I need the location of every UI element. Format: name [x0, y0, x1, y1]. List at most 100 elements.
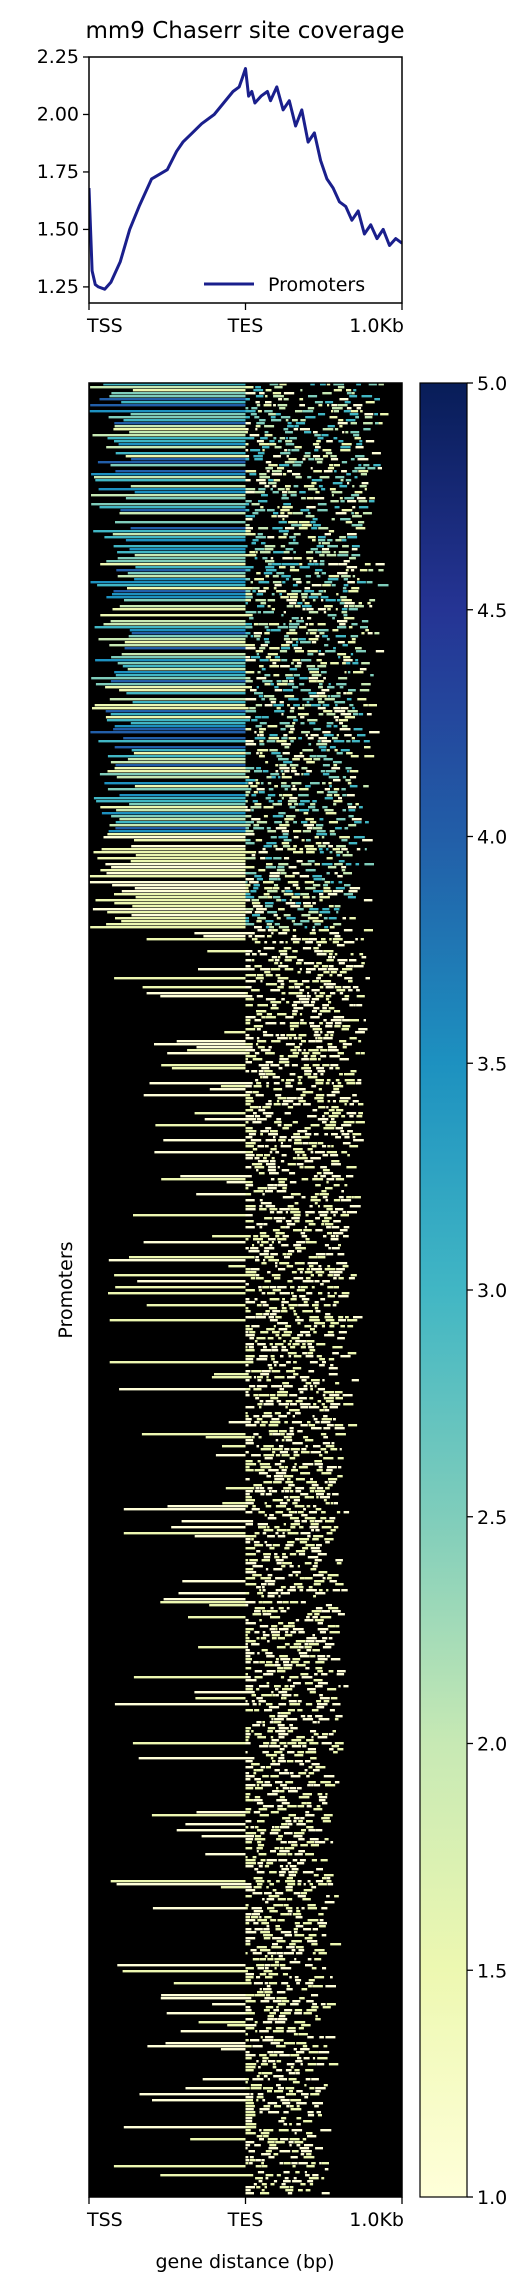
heatmap-cell: [349, 785, 358, 788]
heatmap-cell: [340, 1355, 351, 1358]
heatmap-cell: [245, 632, 251, 635]
heatmap-cell: [314, 1784, 321, 1787]
heatmap-cell: [276, 1601, 283, 1604]
heatmap-cell: [297, 1511, 304, 1514]
heatmap-cell: [344, 602, 355, 605]
heatmap-cell: [341, 1190, 344, 1193]
heatmap-cell: [314, 1280, 320, 1283]
heatmap-cell: [266, 1925, 270, 1928]
heatmap-cell: [317, 1682, 328, 1685]
heatmap-cell: [334, 1718, 339, 1721]
heatmap-cell: [282, 680, 288, 683]
heatmap-cell: [275, 1439, 279, 1442]
heatmap-cell: [256, 677, 267, 680]
heatmap-cell: [281, 1334, 291, 1337]
heatmap-cell: [299, 626, 307, 629]
heatmap-cell: [351, 554, 361, 557]
heatmap-row-segment: [107, 788, 246, 791]
heatmap-cell: [346, 1166, 357, 1169]
heatmap-cell: [351, 524, 363, 527]
heatmap-cell: [250, 1139, 262, 1142]
heatmap-cell: [311, 989, 320, 992]
heatmap-cell: [286, 2105, 290, 2108]
heatmap-cell: [303, 812, 309, 815]
heatmap-cell: [272, 1433, 281, 1436]
heatmap-cell: [255, 1835, 262, 1838]
heatmap-cell: [250, 449, 261, 452]
heatmap-cell: [301, 1136, 310, 1139]
heatmap-cell: [300, 1493, 309, 1496]
heatmap-cell: [260, 2036, 263, 2039]
heatmap-cell: [287, 422, 292, 425]
heatmap-cell: [292, 473, 301, 476]
heatmap-cell: [257, 1046, 265, 1049]
heatmap-cell: [245, 1463, 257, 1466]
heatmap-cell: [293, 1583, 303, 1586]
heatmap-cell: [299, 1526, 304, 1529]
heatmap-cell: [293, 1361, 297, 1364]
heatmap-cell: [288, 623, 300, 626]
heatmap-cell: [269, 1433, 273, 1436]
heatmap-cell: [245, 2186, 255, 2189]
heatmap-cell: [284, 1832, 293, 1835]
heatmap-cell: [273, 2039, 284, 2042]
heatmap-cell: [259, 1205, 263, 1208]
heatmap-cell: [348, 689, 356, 692]
heatmap-cell: [255, 491, 265, 494]
heatmap-cell: [304, 1226, 307, 1229]
heatmap-cell: [325, 998, 330, 1001]
heatmap-cell: [306, 1640, 315, 1643]
heatmap-cell: [290, 1049, 297, 1052]
heatmap-cell: [346, 1211, 357, 1214]
heatmap-cell: [346, 407, 352, 410]
heatmap-cell: [310, 1157, 321, 1160]
heatmap-cell: [333, 788, 340, 791]
heatmap-cell: [315, 1661, 325, 1664]
heatmap-cell: [317, 1274, 323, 1277]
heatmap-cell: [259, 1958, 266, 1961]
heatmap-cell: [259, 755, 265, 758]
heatmap-cell: [257, 611, 261, 614]
heatmap-cell: [303, 758, 312, 761]
heatmap-cell: [255, 1256, 259, 1259]
heatmap-cell: [323, 971, 330, 974]
heatmap-cell: [323, 1406, 328, 1409]
heatmap-cell: [286, 1529, 291, 1532]
heatmap-cell: [330, 500, 339, 503]
heatmap-cell: [245, 659, 256, 662]
heatmap-cell: [333, 1184, 340, 1187]
heatmap-cell: [278, 908, 285, 911]
heatmap-cell: [287, 1532, 299, 1535]
heatmap-cell: [364, 848, 367, 851]
heatmap-cell: [289, 437, 297, 440]
heatmap-cell: [285, 821, 289, 824]
heatmap-cell: [262, 2039, 266, 2042]
heatmap-cell: [293, 1499, 300, 1502]
heatmap-cell: [274, 1967, 277, 1970]
heatmap-row-segment: [134, 887, 246, 890]
heatmap-cell: [287, 1055, 298, 1058]
heatmap-cell: [245, 1115, 255, 1118]
heatmap-cell: [321, 1403, 325, 1406]
heatmap-cell: [295, 1946, 304, 1949]
heatmap-cell: [294, 665, 302, 668]
heatmap-cell: [263, 611, 274, 614]
heatmap-cell: [297, 2057, 302, 2060]
heatmap-cell: [262, 1415, 273, 1418]
heatmap-cell: [245, 881, 248, 884]
heatmap-cell: [333, 1502, 338, 1505]
heatmap-cell: [259, 740, 264, 743]
heatmap-cell: [299, 1589, 304, 1592]
heatmap-cell: [314, 1580, 325, 1583]
heatmap-cell: [329, 932, 340, 935]
heatmap-cell: [245, 1355, 255, 1358]
heatmap-cell: [267, 1640, 270, 1643]
heatmap-cell: [332, 848, 340, 851]
heatmap-cell: [267, 2051, 274, 2054]
heatmap-cell: [265, 467, 273, 470]
heatmap-cell: [284, 1547, 290, 1550]
heatmap-cell: [327, 1265, 331, 1268]
heatmap-cell: [286, 1034, 297, 1037]
heatmap-cell: [272, 491, 279, 494]
heatmap-cell: [290, 1193, 301, 1196]
